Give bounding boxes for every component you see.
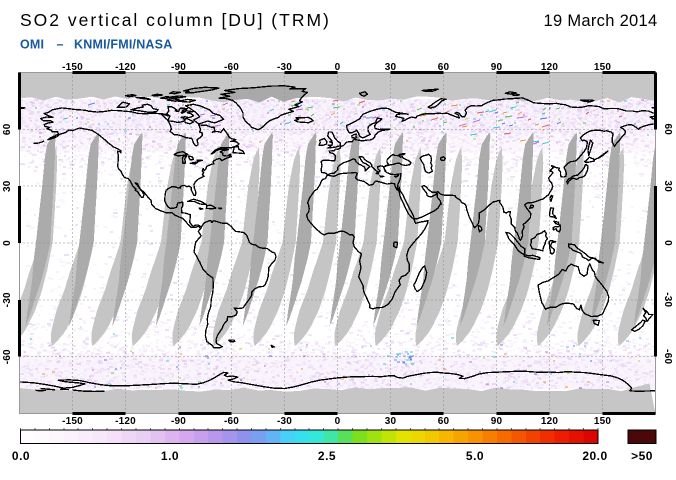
- svg-text:-60: -60: [224, 416, 239, 427]
- svg-text:-120: -120: [115, 416, 136, 427]
- svg-text:20.0: 20.0: [582, 449, 607, 463]
- svg-text:30: 30: [662, 180, 673, 192]
- svg-text:30: 30: [385, 416, 397, 427]
- svg-text:SO2 vertical column [DU] (TRM): SO2 vertical column [DU] (TRM): [20, 10, 331, 30]
- svg-text:-60: -60: [224, 62, 239, 73]
- svg-text:2.5: 2.5: [318, 449, 336, 463]
- svg-text:120: 120: [541, 416, 559, 427]
- svg-text:19 March 2014: 19 March 2014: [544, 12, 658, 30]
- svg-text:-60: -60: [2, 349, 13, 364]
- svg-text:>50: >50: [631, 449, 653, 463]
- svg-text:OMI–KNMI/FMI/NASA: OMI – KNMI/FMI/NASA: [20, 38, 172, 52]
- svg-text:90: 90: [491, 62, 503, 73]
- svg-text:60: 60: [438, 416, 450, 427]
- svg-text:0.0: 0.0: [12, 449, 30, 463]
- svg-text:-30: -30: [2, 292, 13, 307]
- svg-text:30: 30: [2, 180, 13, 192]
- svg-text:-60: -60: [662, 349, 673, 364]
- svg-text:-90: -90: [171, 62, 186, 73]
- svg-text:-30: -30: [277, 416, 292, 427]
- svg-text:30: 30: [385, 62, 397, 73]
- svg-text:-120: -120: [115, 62, 136, 73]
- svg-text:150: 150: [594, 62, 612, 73]
- svg-text:5.0: 5.0: [466, 449, 484, 463]
- svg-text:150: 150: [594, 416, 612, 427]
- svg-text:0: 0: [335, 416, 341, 427]
- svg-text:0: 0: [662, 240, 673, 246]
- svg-text:60: 60: [662, 124, 673, 136]
- svg-text:60: 60: [438, 62, 450, 73]
- svg-text:-30: -30: [277, 62, 292, 73]
- svg-text:0: 0: [335, 62, 341, 73]
- svg-text:-90: -90: [171, 416, 186, 427]
- svg-text:90: 90: [491, 416, 503, 427]
- svg-text:-150: -150: [62, 416, 83, 427]
- svg-text:0: 0: [2, 240, 13, 246]
- svg-text:60: 60: [2, 123, 13, 135]
- svg-text:-150: -150: [62, 62, 83, 73]
- svg-text:1.0: 1.0: [161, 449, 179, 463]
- svg-text:120: 120: [541, 62, 559, 73]
- svg-text:-30: -30: [662, 292, 673, 307]
